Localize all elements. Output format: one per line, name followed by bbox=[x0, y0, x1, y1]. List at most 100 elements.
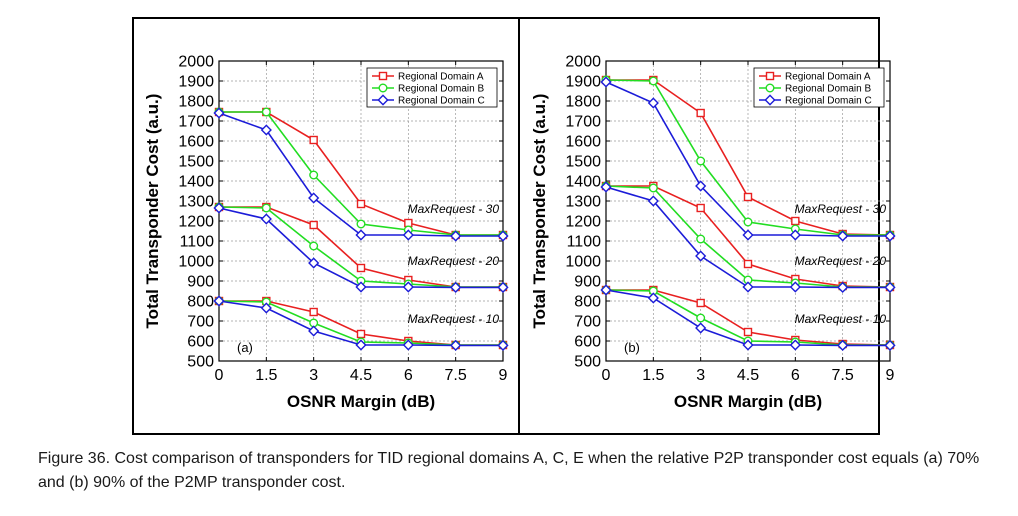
x-tick-label: 3 bbox=[696, 367, 705, 384]
data-point bbox=[647, 195, 659, 207]
y-tick-label: 1700 bbox=[565, 114, 601, 131]
data-point bbox=[308, 257, 320, 269]
series-group bbox=[600, 75, 896, 242]
data-point bbox=[309, 170, 319, 180]
y-tick-label: 500 bbox=[574, 354, 601, 371]
data-point bbox=[884, 230, 896, 242]
y-tick-label: 1100 bbox=[567, 234, 602, 251]
y-tick-label: 800 bbox=[187, 294, 214, 311]
y-tick-label: 1900 bbox=[178, 74, 214, 91]
legend-marker bbox=[765, 71, 775, 81]
y-tick-label: 700 bbox=[574, 314, 601, 331]
group-annotation: MaxRequest - 10 bbox=[795, 312, 887, 326]
x-tick-label: 1.5 bbox=[255, 367, 277, 384]
data-point bbox=[356, 263, 366, 273]
y-tick-label: 1800 bbox=[565, 94, 601, 111]
data-point bbox=[742, 339, 754, 351]
data-point bbox=[696, 203, 705, 213]
group-annotation: MaxRequest - 20 bbox=[408, 254, 500, 268]
data-point bbox=[356, 199, 366, 209]
x-tick-label: 4.5 bbox=[350, 367, 372, 384]
x-tick-label: 0 bbox=[215, 367, 224, 384]
data-point bbox=[789, 229, 801, 241]
x-tick-label: 7.5 bbox=[445, 367, 467, 384]
y-tick-label: 1800 bbox=[178, 94, 214, 111]
data-point bbox=[837, 230, 849, 242]
data-point bbox=[743, 259, 753, 269]
data-point bbox=[695, 250, 707, 262]
x-tick-label: 7.5 bbox=[832, 367, 854, 384]
y-tick-label: 1700 bbox=[178, 114, 214, 131]
group-annotation: MaxRequest - 20 bbox=[795, 254, 887, 268]
data-point bbox=[742, 229, 754, 241]
x-tick-label: 6 bbox=[404, 367, 413, 384]
legend-label: Regional Domain C bbox=[785, 96, 872, 107]
data-point bbox=[213, 202, 225, 214]
data-point bbox=[260, 124, 272, 136]
y-tick-label: 1200 bbox=[178, 214, 214, 231]
group-annotation: MaxRequest - 30 bbox=[408, 202, 500, 216]
y-axis-title: Total Transponder Cost (a.u.) bbox=[530, 94, 549, 329]
y-tick-label: 600 bbox=[574, 334, 601, 351]
data-point bbox=[402, 229, 414, 241]
data-point bbox=[696, 108, 705, 118]
y-tick-label: 1600 bbox=[178, 134, 214, 151]
legend-label: Regional Domain B bbox=[785, 84, 871, 95]
data-point bbox=[600, 181, 612, 193]
series-group bbox=[213, 295, 509, 351]
panel-label: (a) bbox=[237, 340, 253, 355]
panel-divider bbox=[518, 17, 520, 435]
data-point bbox=[450, 281, 462, 293]
y-tick-label: 1000 bbox=[178, 254, 214, 271]
data-point bbox=[837, 281, 849, 293]
data-point bbox=[356, 219, 366, 229]
y-tick-label: 600 bbox=[187, 334, 214, 351]
data-point bbox=[791, 216, 800, 226]
chart-panel-a: 500 600 700 800 900 1000 1100 1200 1300 1400 1500 1… bbox=[143, 54, 509, 411]
data-point bbox=[648, 183, 658, 193]
data-point bbox=[648, 76, 658, 86]
legend-marker bbox=[378, 83, 388, 93]
data-point bbox=[308, 325, 320, 337]
data-point bbox=[497, 281, 509, 293]
data-point bbox=[696, 313, 706, 323]
legend-marker bbox=[377, 94, 389, 106]
data-point bbox=[789, 281, 801, 293]
y-tick-label: 900 bbox=[574, 274, 601, 291]
data-point bbox=[450, 339, 462, 351]
x-tick-label: 9 bbox=[886, 367, 895, 384]
data-point bbox=[742, 281, 754, 293]
x-tick-label: 3 bbox=[309, 367, 318, 384]
panel-label: (b) bbox=[624, 340, 640, 355]
legend-marker bbox=[764, 94, 776, 106]
data-point bbox=[837, 339, 849, 351]
data-point bbox=[789, 339, 801, 351]
data-point bbox=[213, 107, 225, 119]
data-point bbox=[450, 230, 462, 242]
data-point bbox=[743, 192, 753, 202]
data-point bbox=[261, 203, 271, 213]
legend-label: Regional Domain A bbox=[785, 72, 871, 83]
figure-frame bbox=[132, 17, 880, 435]
data-point bbox=[309, 135, 318, 145]
data-point bbox=[743, 327, 753, 337]
data-point bbox=[213, 295, 225, 307]
data-point bbox=[647, 292, 659, 304]
y-tick-label: 1200 bbox=[565, 214, 601, 231]
data-point bbox=[356, 329, 366, 339]
series-group bbox=[213, 107, 509, 242]
y-tick-label: 2000 bbox=[178, 54, 214, 71]
y-tick-label: 700 bbox=[187, 314, 214, 331]
data-point bbox=[309, 307, 318, 317]
data-point bbox=[308, 192, 320, 204]
data-point bbox=[355, 339, 367, 351]
data-point bbox=[600, 76, 612, 88]
y-tick-label: 1400 bbox=[178, 174, 214, 191]
y-axis-title: Total Transponder Cost (a.u.) bbox=[143, 94, 162, 329]
group-annotation: MaxRequest - 30 bbox=[795, 202, 887, 216]
x-axis-title: OSNR Margin (dB) bbox=[287, 392, 435, 411]
data-point bbox=[695, 322, 707, 334]
data-point bbox=[355, 229, 367, 241]
